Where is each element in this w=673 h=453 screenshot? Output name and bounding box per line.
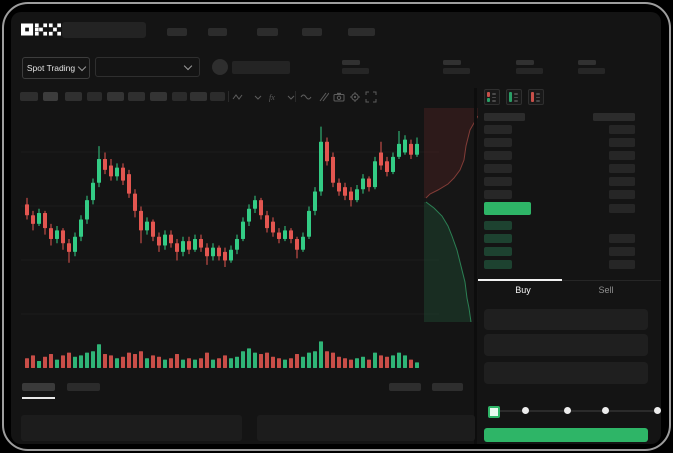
camera-icon[interactable] <box>333 91 345 103</box>
chevron-down-icon <box>183 61 193 70</box>
order-book-amount-bar <box>609 247 635 256</box>
order-book-price-bar[interactable] <box>484 202 531 215</box>
stat-value-placeholder <box>443 68 470 74</box>
stat-label-placeholder <box>516 60 534 65</box>
slider-handle-0[interactable] <box>488 406 500 418</box>
slider-stop-25[interactable] <box>522 407 529 414</box>
nav-item-placeholder[interactable] <box>257 28 278 36</box>
book-both-sides-icon[interactable] <box>484 89 500 105</box>
order-book-price-bar[interactable] <box>484 221 512 230</box>
open-orders-panel <box>21 415 242 441</box>
bottom-tab-active[interactable] <box>22 383 55 391</box>
toolbar-divider <box>295 91 296 102</box>
order-book-price-bar[interactable] <box>484 247 512 256</box>
stat-value-placeholder <box>516 68 543 74</box>
book-bids-only-icon[interactable] <box>506 89 522 105</box>
order-book-amount-bar <box>609 164 635 173</box>
indicator-zigzag-icon[interactable] <box>232 91 244 103</box>
interval-button-placeholder[interactable] <box>172 92 187 101</box>
order-book-price-bar[interactable] <box>484 190 512 199</box>
order-book-amount-bar <box>609 234 635 243</box>
compare-slashes-icon[interactable] <box>317 91 329 103</box>
stat-value-placeholder <box>578 68 605 74</box>
chevron-down-icon[interactable] <box>252 91 264 103</box>
order-book-price-bar[interactable] <box>484 234 512 243</box>
search-input[interactable] <box>62 22 146 38</box>
tab-divider <box>478 280 661 281</box>
chevron-down-icon <box>77 62 87 71</box>
nav-item-placeholder[interactable] <box>208 28 227 36</box>
market-type-label: Spot Trading <box>26 63 76 73</box>
candlestick-chart[interactable] <box>21 108 477 374</box>
order-book-amount-bar <box>609 177 635 186</box>
order-book-price-bar[interactable] <box>484 177 512 186</box>
tab-sell[interactable]: Sell <box>598 285 614 295</box>
stat-label-placeholder <box>578 60 596 65</box>
bottom-tab[interactable] <box>67 383 100 391</box>
order-book-price-bar[interactable] <box>484 151 512 160</box>
slider-stop-50[interactable] <box>564 407 571 414</box>
nav-item-placeholder[interactable] <box>348 28 375 36</box>
order-book-amount-bar <box>609 138 635 147</box>
interval-button-placeholder[interactable] <box>190 92 207 101</box>
slider-stop-75[interactable] <box>602 407 609 414</box>
order-book-amount-bar <box>609 260 635 269</box>
line-style-icon[interactable] <box>300 91 312 103</box>
price-column-header <box>484 113 525 121</box>
order-history-panel <box>257 415 475 441</box>
amount-slider-track[interactable] <box>488 410 655 412</box>
fullscreen-icon[interactable] <box>365 91 377 103</box>
interval-button-placeholder[interactable] <box>87 92 102 101</box>
fx-function-icon[interactable]: fx <box>268 91 280 103</box>
panel-divider <box>474 88 477 444</box>
tab-buy[interactable]: Buy <box>515 285 531 295</box>
book-asks-only-icon[interactable] <box>528 89 544 105</box>
order-book-amount-bar <box>609 190 635 199</box>
amount-input[interactable] <box>484 334 648 356</box>
interval-button-placeholder[interactable] <box>210 92 225 101</box>
interval-button-placeholder[interactable] <box>20 92 38 101</box>
slider-stop-100[interactable] <box>654 407 661 414</box>
bottom-tab-underline <box>22 397 55 399</box>
coin-avatar <box>212 59 228 75</box>
order-book-amount-bar <box>609 204 635 213</box>
order-book-amount-bar <box>609 151 635 160</box>
pair-title-placeholder <box>232 61 290 74</box>
bottom-action-placeholder[interactable] <box>432 383 463 391</box>
nav-item-placeholder[interactable] <box>302 28 322 36</box>
stat-value-placeholder <box>342 68 369 74</box>
chevron-down-icon[interactable] <box>285 91 297 103</box>
stat-label-placeholder <box>443 60 461 65</box>
market-type-selector[interactable]: Spot Trading <box>22 57 90 79</box>
order-book-price-bar[interactable] <box>484 164 512 173</box>
total-input[interactable] <box>484 362 648 384</box>
interval-button-placeholder[interactable] <box>150 92 167 101</box>
interval-button-placeholder[interactable] <box>65 92 82 101</box>
stat-label-placeholder <box>342 60 360 65</box>
order-book-price-bar[interactable] <box>484 138 512 147</box>
bottom-action-placeholder[interactable] <box>389 383 421 391</box>
price-input[interactable] <box>484 309 648 330</box>
toolbar-divider <box>228 91 229 102</box>
nav-item-placeholder[interactable] <box>167 28 187 36</box>
interval-button-placeholder[interactable] <box>107 92 124 101</box>
settings-gear-icon[interactable] <box>349 91 361 103</box>
buy-submit-button[interactable] <box>484 428 648 442</box>
order-book-amount-bar <box>609 125 635 134</box>
interval-button-placeholder[interactable] <box>128 92 145 101</box>
order-book-price-bar[interactable] <box>484 125 512 134</box>
okx-logo[interactable] <box>21 23 61 36</box>
order-book-price-bar[interactable] <box>484 260 512 269</box>
amount-column-header <box>593 113 635 121</box>
okx-trading-app: Spot Trading fx <box>11 12 661 444</box>
svg-text:fx: fx <box>269 93 275 102</box>
pair-dropdown[interactable] <box>95 57 200 77</box>
active-tab-underline <box>478 279 562 281</box>
interval-button-placeholder[interactable] <box>43 92 58 101</box>
depth-chart[interactable] <box>424 108 478 322</box>
